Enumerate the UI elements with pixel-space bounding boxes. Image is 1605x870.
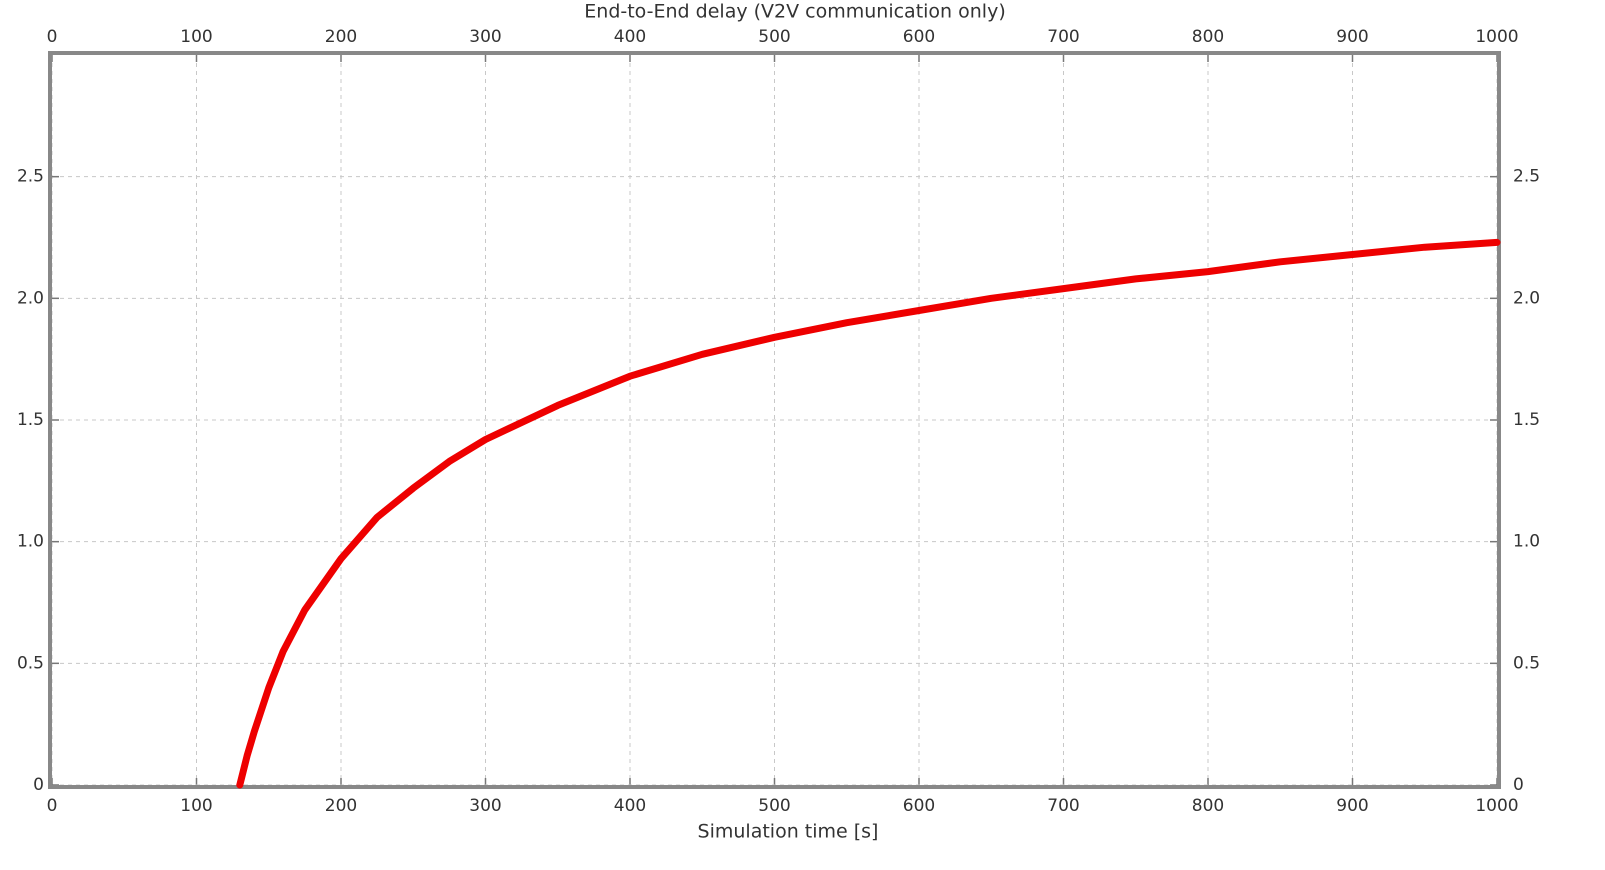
x-tick-label-top: 200 [325,27,357,47]
x-tick-label: 100 [180,796,212,816]
x-tick-label: 900 [1336,796,1368,816]
plot-frame [48,51,1501,789]
y-tick-label-right: 2.5 [1513,167,1540,187]
data-line [236,238,1501,789]
x-tick-label-top: 100 [180,27,212,47]
chart-title: End-to-End delay (V2V communication only… [584,1,1005,23]
y-tick-label: 2.5 [17,167,44,187]
y-tick-label: 1.5 [17,410,44,430]
x-tick-label: 0 [47,796,58,816]
x-tick-label-top: 600 [903,27,935,47]
x-tick-label-top: 400 [614,27,646,47]
y-tick-label: 0 [33,775,44,795]
x-tick-label: 500 [758,796,790,816]
x-tick-label: 400 [614,796,646,816]
y-tick-label: 2.0 [17,288,44,308]
y-tick-label: 0.5 [17,653,44,673]
y-tick-label-right: 2.0 [1513,288,1540,308]
x-tick-label-top: 1000 [1475,27,1518,47]
x-tick-label-top: 300 [469,27,501,47]
y-tick-label-right: 1.5 [1513,410,1540,430]
x-tick-label: 200 [325,796,357,816]
x-tick-label-top: 700 [1047,27,1079,47]
x-tick-label-top: 0 [47,27,58,47]
y-tick-label-right: 1.0 [1513,532,1540,552]
x-tick-label: 1000 [1475,796,1518,816]
y-tick-label: 1.0 [17,532,44,552]
x-tick-label: 800 [1192,796,1224,816]
x-tick-label-top: 900 [1336,27,1368,47]
x-tick-label: 700 [1047,796,1079,816]
x-axis-label: Simulation time [s] [698,821,879,843]
x-tick-label: 300 [469,796,501,816]
y-tick-label-right: 0 [1513,775,1524,795]
x-tick-label-top: 800 [1192,27,1224,47]
y-tick-label-right: 0.5 [1513,653,1540,673]
x-tick-label: 600 [903,796,935,816]
x-tick-label-top: 500 [758,27,790,47]
